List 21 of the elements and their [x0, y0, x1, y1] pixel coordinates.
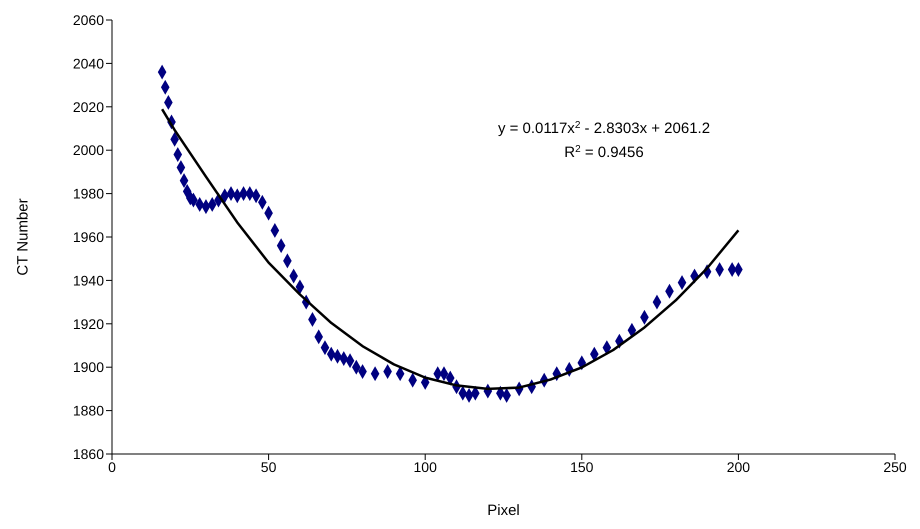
x-tick-label: 0 — [108, 458, 116, 475]
annotation: R$^{2}$ = 0.9456 — [564, 144, 644, 161]
y-tick-label: 2040 — [72, 55, 104, 72]
x-tick-label: 200 — [726, 458, 750, 475]
x-axis-title: Pixel — [487, 502, 520, 519]
x-tick-label: 50 — [260, 458, 277, 475]
y-axis-title: CT Number — [14, 198, 32, 276]
y-tick-label: 1920 — [72, 316, 104, 332]
y-tick-label: 2020 — [72, 98, 104, 115]
y-tick-label: 1860 — [72, 446, 104, 462]
x-tick-label: 100 — [414, 458, 438, 475]
y-tick-label: 1940 — [72, 272, 104, 288]
x-tick-label: 250 — [883, 458, 907, 475]
x-tick-label: 150 — [570, 458, 594, 475]
annotation: y = 0.0117x$^{2}$ - 2.8303x + 2061.2 — [498, 120, 710, 137]
y-tick-label: 2060 — [72, 12, 104, 28]
y-tick-label: 1980 — [72, 186, 104, 202]
y-tick-label: 1900 — [72, 359, 104, 376]
y-tick-label: 2000 — [72, 142, 104, 158]
y-tick-label: 1960 — [72, 228, 104, 245]
y-tick-label: 1880 — [72, 402, 104, 419]
